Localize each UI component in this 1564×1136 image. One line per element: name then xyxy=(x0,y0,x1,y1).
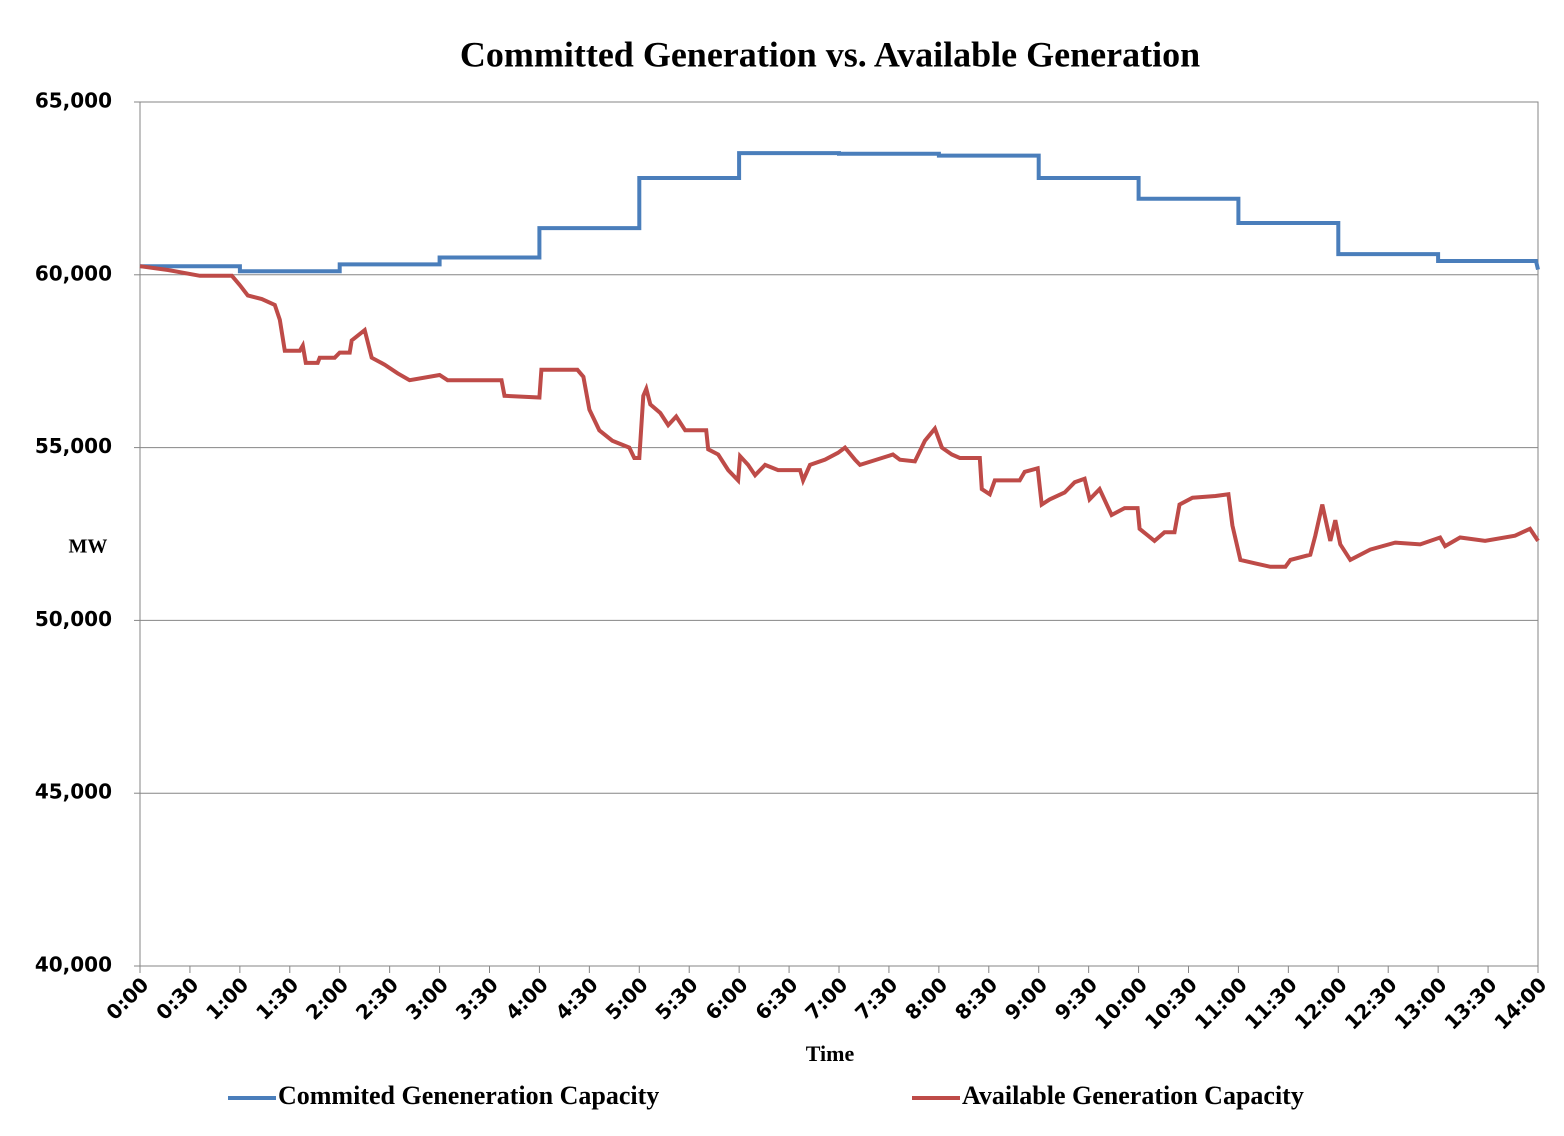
legend-label: Commited Geneneration Capacity xyxy=(278,1081,659,1110)
series-line xyxy=(140,151,1540,274)
y-tick-label: 55,000 xyxy=(35,434,112,458)
y-tick-label: 45,000 xyxy=(35,780,112,804)
series-line xyxy=(139,264,1540,569)
chart-title: Committed Generation vs. Available Gener… xyxy=(460,34,1200,74)
y-tick-label: 65,000 xyxy=(35,89,112,113)
y-tick-label: 50,000 xyxy=(35,607,112,631)
y-axis-label: MW xyxy=(69,536,108,558)
y-tick-label: 40,000 xyxy=(35,953,112,977)
legend-label: Available Generation Capacity xyxy=(962,1081,1304,1110)
x-axis-label: Time xyxy=(806,1041,855,1066)
y-tick-label: 60,000 xyxy=(35,261,112,285)
